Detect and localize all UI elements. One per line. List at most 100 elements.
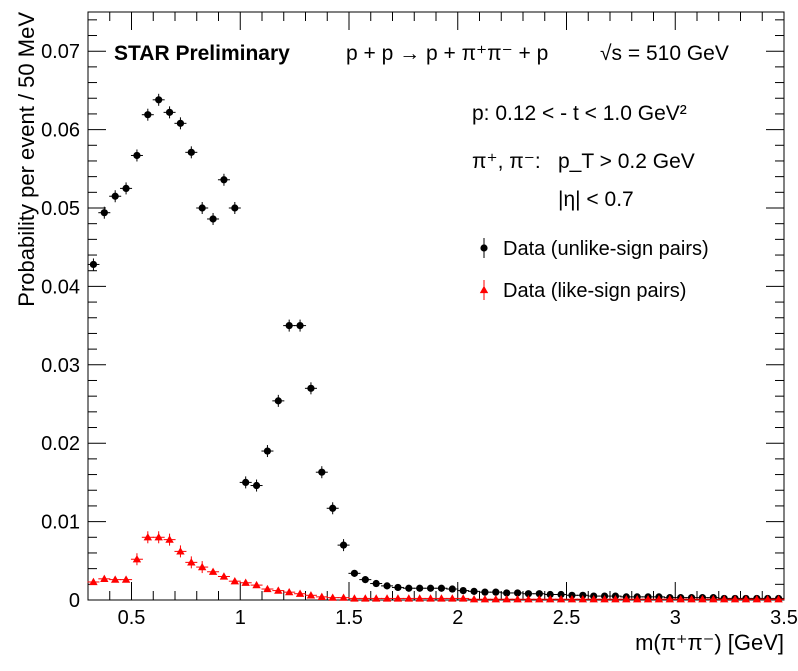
- legend-entry-like-sign: Data (like-sign pairs): [503, 280, 686, 302]
- data-point: [416, 584, 424, 592]
- data-point: [763, 595, 772, 603]
- data-point: [242, 478, 250, 486]
- data-point: [154, 533, 163, 541]
- data-point: [296, 322, 304, 330]
- y-tick-label: 0.06: [41, 120, 80, 142]
- data-point: [459, 586, 467, 595]
- y-tick-label: 0: [69, 590, 80, 612]
- data-point: [393, 594, 403, 602]
- data-point: [231, 204, 239, 212]
- pt-cut-label: p_T > 0.2 GeV: [558, 150, 695, 173]
- data-point: [448, 594, 457, 602]
- data-point: [426, 584, 435, 592]
- y-tick-label: 0.05: [41, 198, 80, 220]
- data-point: [567, 595, 577, 603]
- data-point: [122, 184, 130, 192]
- data-point: [252, 580, 261, 589]
- data-point: [133, 151, 141, 160]
- data-point: [491, 595, 501, 603]
- data-point: [100, 574, 109, 582]
- data-point: [611, 595, 620, 603]
- data-point: [176, 119, 185, 127]
- data-point: [394, 583, 402, 592]
- y-axis-title: Probability per event / 50 MeV: [14, 12, 39, 307]
- data-point: [524, 595, 533, 603]
- data-point: [317, 592, 327, 601]
- data-point: [274, 397, 282, 405]
- data-point: [589, 595, 598, 603]
- data-point: [144, 111, 152, 119]
- legend-marker-unlike-sign: [480, 238, 488, 258]
- data-point: [437, 584, 446, 592]
- legend-entry-unlike-sign: Data (unlike-sign pairs): [503, 238, 709, 260]
- data-point: [643, 595, 653, 603]
- data-point: [121, 575, 131, 583]
- data-point: [632, 595, 642, 603]
- x-tick-label: 2: [452, 607, 463, 629]
- legend-point: [479, 285, 489, 294]
- data-point: [687, 595, 696, 603]
- data-point: [100, 209, 108, 217]
- data-point: [503, 589, 511, 597]
- energy-label: √s = 510 GeV: [600, 42, 729, 65]
- data-point: [89, 577, 98, 586]
- data-point: [513, 595, 522, 603]
- axis-ticks: 0 0.01 0.02 0.03 0.04 0.05 0.06 0.07 0.5 1 1.5 2 2.5…: [41, 12, 798, 629]
- data-points: [87, 93, 785, 603]
- data-point: [545, 595, 555, 603]
- x-tick-label: 2.5: [553, 607, 581, 629]
- data-point: [198, 204, 206, 212]
- data-point: [274, 586, 283, 594]
- data-point: [329, 504, 337, 512]
- data-point: [622, 595, 631, 603]
- data-point: [187, 558, 196, 566]
- data-point: [187, 148, 195, 156]
- data-point: [219, 572, 229, 580]
- data-point: [383, 582, 391, 590]
- data-point: [143, 533, 153, 541]
- data-point: [719, 595, 729, 603]
- series-unlike-sign: [87, 93, 785, 603]
- data-point: [513, 589, 522, 597]
- y-tick-label: 0.01: [41, 512, 80, 534]
- x-axis-title: m(π⁺π⁻) [GeV]: [635, 630, 784, 655]
- data-point: [524, 590, 533, 598]
- data-point: [774, 595, 783, 603]
- proton-cut-label: p: 0.12 < - t < 1.0 GeV²: [472, 102, 687, 125]
- plot-frame: [87, 11, 785, 601]
- data-point: [110, 575, 120, 583]
- data-point: [339, 541, 348, 549]
- x-tick-label: 1.5: [335, 607, 363, 629]
- data-point: [372, 579, 380, 588]
- data-point: [328, 593, 337, 601]
- y-tick-label: 0.04: [41, 276, 80, 298]
- data-point: [197, 562, 207, 571]
- data-point: [285, 322, 293, 330]
- data-point: [241, 578, 250, 586]
- legend-point: [480, 244, 488, 252]
- data-point: [382, 594, 392, 602]
- data-point: [480, 595, 490, 603]
- data-point: [741, 595, 751, 603]
- data-point: [220, 176, 228, 184]
- data-point: [730, 595, 740, 603]
- data-point: [535, 595, 544, 603]
- x-tick-label: 1: [235, 607, 246, 629]
- y-tick-label: 0.02: [41, 433, 80, 455]
- legend-marker-like-sign: [479, 280, 489, 300]
- data-point: [284, 587, 294, 596]
- data-point: [709, 595, 718, 603]
- x-tick-label: 3: [670, 607, 681, 629]
- data-point: [263, 447, 272, 455]
- data-point: [654, 595, 664, 603]
- data-point: [230, 576, 240, 585]
- data-point: [470, 587, 478, 595]
- data-point: [492, 588, 500, 596]
- data-point: [252, 481, 261, 490]
- plot-border: [87, 11, 785, 601]
- data-point: [600, 595, 609, 603]
- reaction-label: p + p → p + π⁺π⁻ + p: [346, 42, 548, 65]
- data-point: [502, 595, 511, 603]
- data-point: [263, 584, 272, 593]
